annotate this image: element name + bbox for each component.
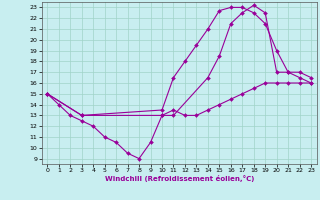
X-axis label: Windchill (Refroidissement éolien,°C): Windchill (Refroidissement éolien,°C) bbox=[105, 175, 254, 182]
